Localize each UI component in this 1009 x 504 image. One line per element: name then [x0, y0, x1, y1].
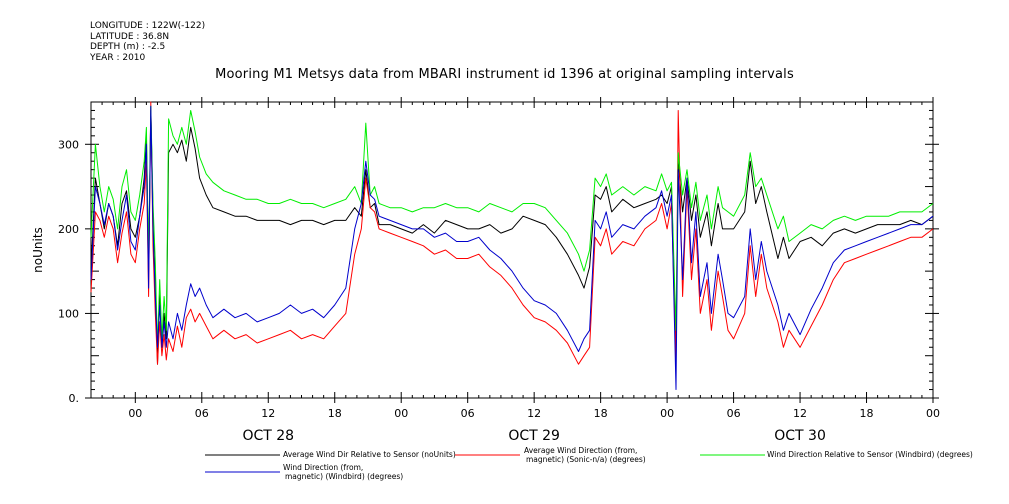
longitude-label: LONGITUDE : 122W(-122)	[90, 21, 206, 31]
x-tick-label: 00	[926, 407, 940, 420]
year-label: YEAR : 2010	[90, 52, 146, 63]
chart-series	[90, 101, 934, 390]
x-tick-label: 12	[261, 407, 275, 420]
latitude-label: LATITUDE : 36.8N	[90, 31, 170, 42]
legend-label: Average Wind Dir Relative to Sensor (noU…	[283, 450, 456, 459]
x-tick-label: 18	[328, 407, 342, 420]
x-tick-label: 06	[195, 407, 209, 420]
metadata-block: LONGITUDE : 122W(-122) LATITUDE : 36.8N …	[90, 21, 205, 63]
x-day-label: OCT 29	[508, 428, 560, 444]
legend-label: Wind Direction Relative to Sensor (Windb…	[767, 450, 973, 459]
x-tick-label: 06	[727, 407, 741, 420]
legend-label: Average Wind Direction (from, magnetic) …	[524, 446, 646, 464]
series-line	[90, 105, 934, 390]
depth-label: DEPTH (m) : -2.5	[90, 42, 166, 52]
chart-title: Mooring M1 Metsys data from MBARI instru…	[215, 67, 794, 82]
series-line	[90, 105, 934, 348]
x-day-label: OCT 28	[242, 428, 294, 444]
y-axis-label: noUnits	[31, 227, 45, 273]
legend-label-line: Wind Direction (from,	[283, 463, 366, 472]
x-tick-label: 12	[793, 407, 807, 420]
legend-label-line: magnetic) (Sonic-n/a) (degrees)	[526, 455, 646, 464]
series-line	[90, 110, 934, 365]
legend-label: Wind Direction (from, magnetic) (Windbir…	[283, 463, 403, 481]
legend-label-line: magnetic) (Windbird) (degrees)	[285, 472, 403, 481]
x-day-label: OCT 30	[774, 428, 826, 444]
y-tick-label: 0.	[69, 392, 80, 405]
x-tick-label: 00	[394, 407, 408, 420]
chart-legend: Average Wind Dir Relative to Sensor (noU…	[205, 446, 973, 481]
x-tick-label: 12	[527, 407, 541, 420]
x-tick-label: 18	[860, 407, 874, 420]
legend-label-line: Average Wind Direction (from,	[524, 446, 640, 455]
x-tick-label: 00	[128, 407, 142, 420]
x-tick-label: 06	[461, 407, 475, 420]
y-tick-label: 200	[58, 223, 79, 236]
y-tick-label: 300	[58, 138, 79, 151]
series-line	[90, 101, 934, 365]
y-tick-label: 100	[58, 307, 79, 320]
plot-frame	[90, 101, 934, 399]
x-tick-label: 18	[594, 407, 608, 420]
chart-axes: 00 06 12 18 00 06 12 18 00 06 12 18 00 OCT 28 OCT 29 OC…	[31, 97, 940, 444]
x-tick-label: 00	[660, 407, 674, 420]
